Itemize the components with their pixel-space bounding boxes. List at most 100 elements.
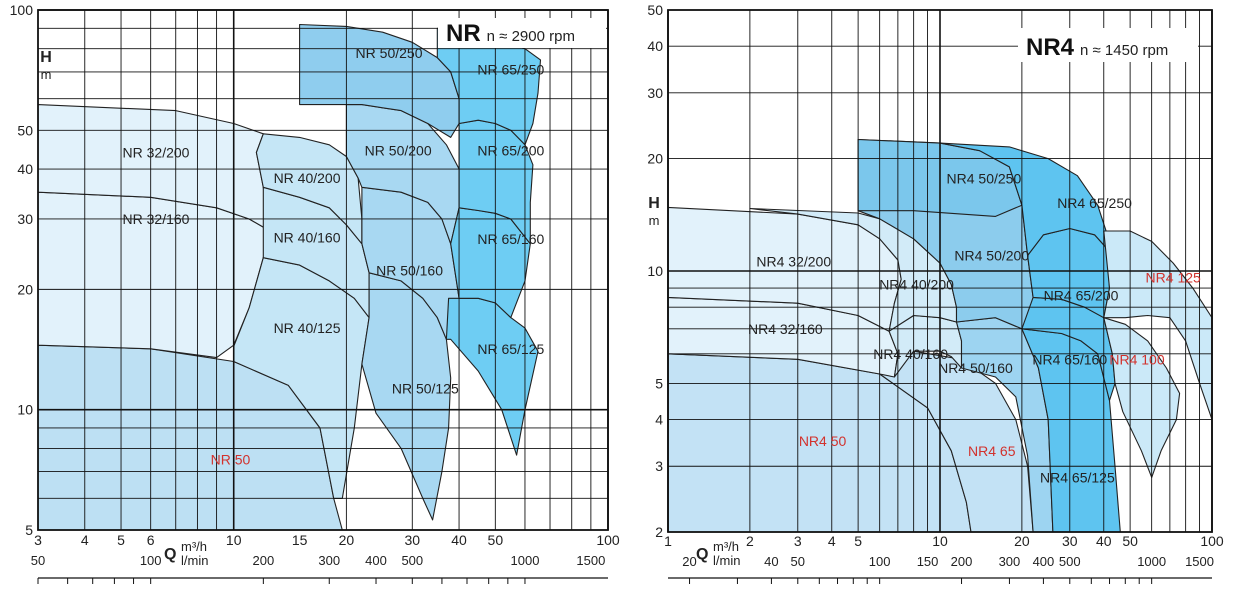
region-nr-65-125 xyxy=(445,297,539,456)
x-tick-label-lmin: 1500 xyxy=(1185,554,1214,569)
y-tick-label: 40 xyxy=(17,161,33,177)
x-tick-label-m3h: 50 xyxy=(488,532,504,548)
x-tick-label-lmin: 400 xyxy=(365,553,387,568)
x-tick-label-lmin: 20 xyxy=(682,554,696,569)
title-box xyxy=(1018,28,1198,62)
x-tick-label-lmin: 200 xyxy=(951,554,973,569)
x-tick-label-lmin: 500 xyxy=(1059,554,1081,569)
x-tick-label-m3h: 15 xyxy=(292,532,308,548)
x-tick-label-lmin: 400 xyxy=(1033,554,1055,569)
region-label: NR4 65/200 xyxy=(1044,287,1119,303)
x-tick-label-m3h: 2 xyxy=(746,533,754,549)
x-tick-label-m3h: 4 xyxy=(81,532,89,548)
x-tick-label-lmin: 40 xyxy=(764,554,778,569)
x-tick-label-lmin: 500 xyxy=(401,553,423,568)
x-tick-label-m3h: 10 xyxy=(932,533,948,549)
x-tick-label-m3h: 1 xyxy=(664,533,672,549)
y-axis-unit: m xyxy=(649,213,660,228)
y-tick-label: 30 xyxy=(647,85,663,101)
y-tick-label: 10 xyxy=(17,402,33,418)
svg-text:l/min: l/min xyxy=(181,553,208,568)
grid xyxy=(667,9,1213,533)
y-axis-label: H xyxy=(648,195,660,212)
x-tick-label-m3h: 50 xyxy=(1122,533,1138,549)
region-label: NR 32/160 xyxy=(123,211,190,227)
x-tick-label-lmin: 50 xyxy=(31,553,45,568)
region-label: NR4 65/250 xyxy=(1057,195,1132,211)
y-tick-label: 10 xyxy=(647,263,663,279)
curve-regions xyxy=(38,23,542,530)
y-axis-label: H xyxy=(40,49,52,66)
y-tick-label: 30 xyxy=(17,211,33,227)
region-label: NR4 65 xyxy=(968,443,1016,459)
y-axis-unit: m xyxy=(41,67,52,82)
x-tick-label-m3h: 4 xyxy=(828,533,836,549)
region-label: NR 32/200 xyxy=(123,145,190,161)
x-tick-label-lmin: 1000 xyxy=(1137,554,1166,569)
region-label: NR 65/160 xyxy=(477,231,544,247)
region-label: NR 50/250 xyxy=(356,45,423,61)
region-label: NR4 40/200 xyxy=(879,277,954,293)
x-tick-label-lmin: 50 xyxy=(791,554,805,569)
y-tick-label: 20 xyxy=(17,281,33,297)
x-tick-label-lmin: 100 xyxy=(869,554,891,569)
region-label: NR 65/250 xyxy=(477,61,544,77)
region-label: NR 65/125 xyxy=(477,341,544,357)
region-label: NR4 32/160 xyxy=(748,321,823,337)
region-label: NR4 50/250 xyxy=(947,170,1022,186)
region-nr4-65-250 xyxy=(939,142,1111,257)
title-box xyxy=(438,18,606,48)
plot-frame xyxy=(37,9,609,531)
y-tick-label: 5 xyxy=(25,522,33,538)
y-tick-label: 3 xyxy=(655,458,663,474)
x-tick-label-m3h: 40 xyxy=(451,532,467,548)
x-tick-label-m3h: 10 xyxy=(226,532,242,548)
region-label: NR4 32/200 xyxy=(756,254,831,270)
x-tick-label-m3h: 100 xyxy=(596,532,620,548)
x-tick-label-m3h: 100 xyxy=(1200,533,1224,549)
x-tick-label-lmin: 150 xyxy=(917,554,939,569)
svg-text:m³/h: m³/h xyxy=(713,539,739,554)
region-label: NR 50/125 xyxy=(392,380,459,396)
x-tick-label-m3h: 40 xyxy=(1096,533,1112,549)
region-label: NR4 50 xyxy=(799,433,847,449)
x-tick-label-m3h: 5 xyxy=(854,533,862,549)
svg-text:Q: Q xyxy=(164,546,176,563)
x-tick-label-m3h: 20 xyxy=(1014,533,1030,549)
region-label: NR 50 xyxy=(211,452,251,468)
x-tick-label-lmin: 1500 xyxy=(576,553,605,568)
region-label: NR4 65/125 xyxy=(1040,469,1115,485)
y-tick-label: 50 xyxy=(647,2,663,18)
y-tick-label: 4 xyxy=(655,412,663,428)
x-tick-label-lmin: 100 xyxy=(140,553,162,568)
x-tick-label-m3h: 5 xyxy=(117,532,125,548)
x-tick-label-m3h: 6 xyxy=(147,532,155,548)
region-nr4-100 xyxy=(1103,317,1181,478)
x-tick-label-m3h: 30 xyxy=(405,532,421,548)
x-tick-label-lmin: 300 xyxy=(999,554,1021,569)
chart-title: NR4 n ≈ 1450 rpm xyxy=(1026,34,1168,61)
region-label: NR4 100 xyxy=(1109,351,1164,367)
region-label: NR4 50/160 xyxy=(938,360,1013,376)
region-label: NR 40/160 xyxy=(274,229,341,245)
plot-frame xyxy=(667,9,1213,533)
panel-nr: NR 50 NR 32/160 NR 32/200 NR 40/125 NR 40/16… xyxy=(10,2,620,584)
x-tick-label-m3h: 20 xyxy=(339,532,355,548)
svg-text:l/min: l/min xyxy=(713,553,740,568)
region-label: NR 40/125 xyxy=(274,320,341,336)
svg-text:Q: Q xyxy=(696,546,708,563)
x-tick-label-m3h: 3 xyxy=(794,533,802,549)
x-tick-label-lmin: 1000 xyxy=(511,553,540,568)
y-tick-label: 2 xyxy=(655,524,663,540)
y-tick-label: 5 xyxy=(655,375,663,391)
chart-title: NR n ≈ 2900 rpm xyxy=(446,20,575,47)
x-tick-label-lmin: 200 xyxy=(252,553,274,568)
region-label: NR4 40/160 xyxy=(873,346,948,362)
region-label: NR 65/200 xyxy=(477,143,544,159)
region-label: NR 40/200 xyxy=(274,170,341,186)
region-label: NR4 65/160 xyxy=(1032,351,1107,367)
svg-text:m³/h: m³/h xyxy=(181,539,207,554)
